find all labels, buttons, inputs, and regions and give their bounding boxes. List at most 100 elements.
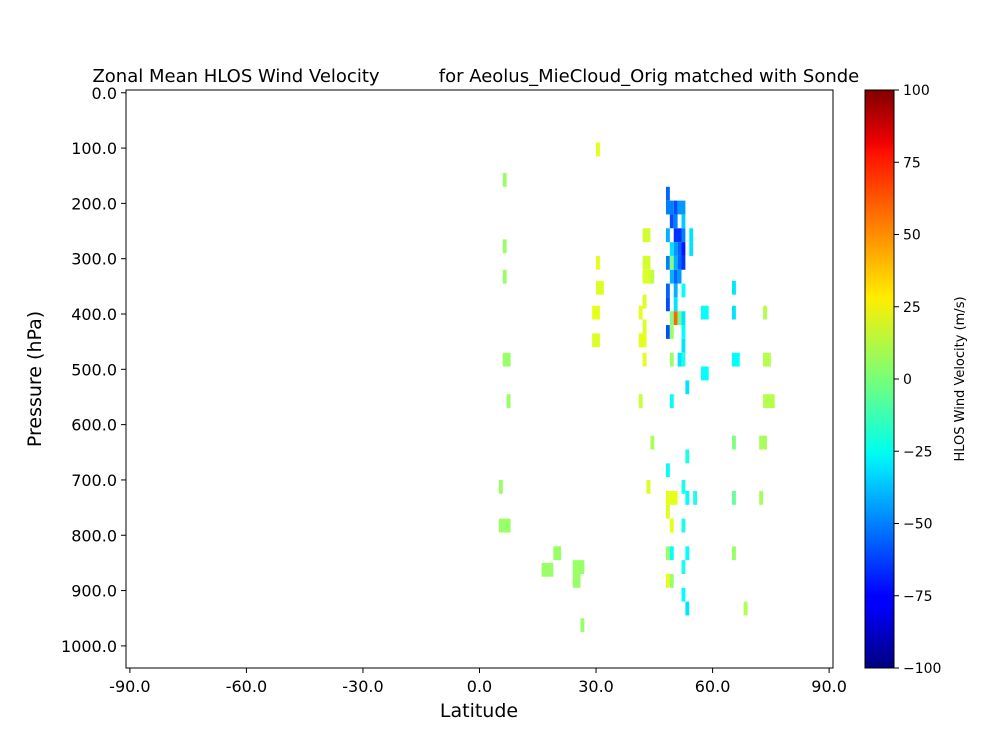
- heatmap-cell: [638, 333, 647, 348]
- heatmap-cell: [642, 319, 647, 334]
- heatmap-cell: [642, 352, 647, 367]
- heatmap-cell: [596, 142, 600, 157]
- y-tick-label: 900.0: [71, 582, 117, 601]
- heatmap-cell: [506, 394, 511, 409]
- heatmap-cell: [502, 239, 507, 254]
- heatmap-cell: [681, 228, 686, 243]
- heatmap-cell: [665, 546, 670, 561]
- heatmap-cell: [677, 269, 682, 284]
- heatmap-cell: [732, 352, 740, 367]
- heatmap-cell: [673, 311, 678, 326]
- heatmap-cell: [638, 305, 643, 320]
- colorbar-tick-label: 25: [903, 300, 921, 316]
- colorbar-tick-label: −75: [903, 589, 933, 605]
- heatmap-cell: [596, 255, 600, 270]
- heatmap-cell: [681, 338, 686, 353]
- heatmap-cell: [673, 214, 678, 229]
- x-tick-label: 90.0: [811, 677, 847, 696]
- heatmap-cell: [673, 228, 682, 243]
- heatmap-cell: [669, 214, 674, 229]
- y-tick-label: 300.0: [71, 250, 117, 269]
- heatmap-cell: [685, 491, 690, 505]
- y-tick-label: 1000.0: [61, 637, 117, 656]
- heatmap-cell: [665, 255, 670, 270]
- heatmap-cell: [669, 352, 674, 367]
- heatmap-cell: [677, 200, 686, 215]
- heatmap-cell: [650, 269, 655, 284]
- colorbar-tick-label: 50: [903, 228, 921, 244]
- heatmap-cell: [541, 562, 554, 577]
- heatmap-cell: [673, 269, 678, 284]
- x-axis: -90.0 -60.0 -30.0 0.0 30.0 60.0 90.0: [109, 668, 847, 696]
- heatmap-cell: [669, 491, 678, 505]
- colorbar: [864, 89, 895, 669]
- heatmap-cell: [732, 305, 736, 320]
- heatmap-cell: [502, 172, 507, 187]
- heatmap-cell: [681, 560, 686, 574]
- x-axis-label: Latitude: [440, 700, 518, 722]
- heatmap-cell: [685, 380, 690, 395]
- heatmap-cell: [596, 280, 604, 295]
- heatmap-cell: [665, 228, 670, 243]
- heatmap-cell: [646, 479, 651, 494]
- colorbar-label: HLOS Wind Velocity (m/s): [953, 296, 968, 461]
- y-tick-label: 500.0: [71, 360, 117, 379]
- heatmap-cell: [673, 297, 678, 312]
- heatmap-cell: [650, 435, 655, 450]
- y-tick-label: 200.0: [71, 194, 117, 213]
- colorbar-tick-label: 100: [903, 83, 930, 99]
- heatmap-cell: [689, 242, 694, 256]
- heatmap-cell: [763, 394, 775, 409]
- heatmap-cell: [759, 435, 767, 450]
- heatmap-cell: [665, 200, 674, 215]
- heatmap-cell: [665, 491, 670, 505]
- heatmap-cell: [681, 214, 686, 229]
- heatmap-cell: [665, 325, 670, 339]
- heatmap-cell: [673, 242, 678, 256]
- heatmap-cell: [502, 352, 511, 367]
- heatmap-cell: [642, 255, 651, 270]
- heatmap-cell: [685, 601, 690, 616]
- heatmap-cell: [681, 283, 686, 298]
- heatmap-cell: [673, 255, 678, 270]
- heatmap-cell: [669, 325, 674, 339]
- y-tick-label: 700.0: [71, 471, 117, 490]
- heatmap-cell: [669, 394, 674, 409]
- heatmap-cell: [669, 546, 674, 561]
- heatmap-cell: [677, 242, 682, 256]
- heatmap-cell: [677, 255, 682, 270]
- heatmap-cell: [677, 352, 682, 367]
- heatmap-cell: [572, 573, 581, 588]
- heatmap-cell: [642, 294, 647, 309]
- heatmap-cell: [553, 546, 562, 561]
- heatmap-cell: [665, 573, 670, 588]
- heatmap-cell: [681, 255, 686, 270]
- heatmap-cell: [642, 269, 651, 284]
- heatmap-cell: [665, 463, 670, 478]
- heatmap-cell: [665, 283, 670, 298]
- heatmap-cell: [763, 305, 767, 320]
- y-axis-label: Pressure (hPa): [24, 311, 46, 447]
- heatmap-cell: [665, 504, 670, 519]
- heatmap-cell: [681, 352, 686, 367]
- colorbar-ticks: −100 −75 −50 −25 0 25 50 75 100: [894, 83, 941, 677]
- heatmap-cell: [681, 325, 686, 339]
- heatmap-cell: [673, 200, 678, 215]
- heatmap-cell: [685, 449, 690, 464]
- heatmap-cell: [763, 352, 771, 367]
- heatmap-cell: [681, 518, 686, 533]
- heatmap-cell: [592, 305, 600, 320]
- colorbar-tick-label: −50: [903, 517, 933, 533]
- heatmap-cell: [665, 186, 670, 201]
- chart-title-left: Zonal Mean HLOS Wind Velocity: [92, 66, 379, 87]
- heatmap-cell: [669, 269, 674, 284]
- heatmap-cells: [498, 142, 775, 633]
- colorbar-tick-label: −25: [903, 444, 933, 460]
- y-tick-label: 0.0: [92, 84, 117, 103]
- heatmap-cell: [732, 491, 736, 505]
- y-tick-label: 600.0: [71, 416, 117, 435]
- y-tick-label: 100.0: [71, 139, 117, 158]
- heatmap-cell: [681, 242, 686, 256]
- heatmap-cell: [498, 479, 503, 494]
- heatmap-cell: [580, 618, 585, 633]
